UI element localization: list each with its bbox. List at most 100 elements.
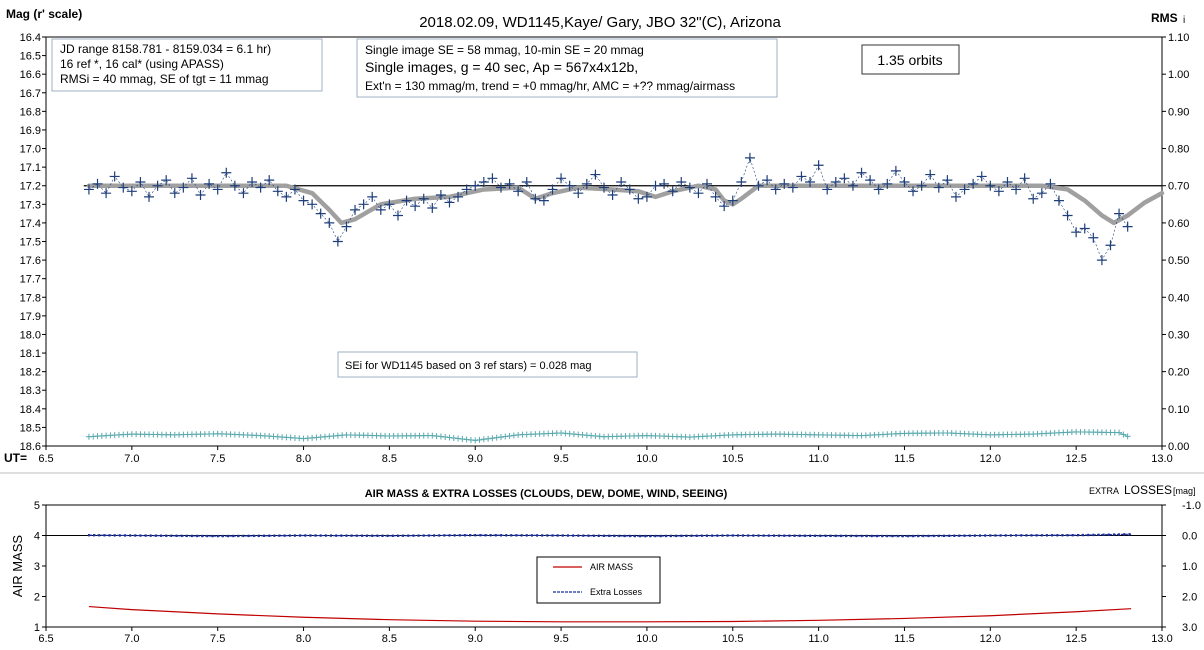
rms-point (485, 435, 492, 442)
bottom-x-tick-label: 10.5 (722, 633, 743, 645)
top-left-tick-label: 17.3 (20, 199, 41, 211)
extra-losses-marker (664, 534, 667, 538)
rms-point (497, 434, 504, 441)
extra-losses-marker (772, 534, 775, 537)
extra-losses-marker (170, 534, 173, 537)
magnitude-point (332, 236, 343, 247)
top-left-tick-label: 18.6 (20, 441, 41, 453)
extra-losses-marker (942, 534, 945, 538)
magnitude-point (1011, 184, 1022, 195)
top-x-axis-label: UT= (4, 451, 27, 465)
bottom-x-tick-label: 7.5 (210, 633, 225, 645)
extra-losses-marker (443, 534, 446, 537)
extra-losses-marker (123, 534, 126, 537)
extra-losses-marker (165, 534, 168, 537)
magnitude-point (719, 201, 730, 212)
magnitude-point (993, 186, 1004, 197)
annotation-jd-range: JD range 8158.781 - 8159.034 = 6.1 hr) 1… (51, 38, 323, 92)
magnitude-point (684, 182, 695, 193)
extra-losses-marker (973, 534, 976, 537)
extra-losses-marker (788, 534, 791, 537)
top-left-tick-label: 17.2 (20, 181, 41, 193)
extra-losses-marker (633, 534, 636, 538)
top-left-tick-label: 18.0 (20, 329, 41, 341)
extra-losses-marker (1004, 534, 1007, 537)
bottom-chart: AIR MASS & EXTRA LOSSES (CLOUDS, DEW, DO… (10, 483, 1201, 645)
extra-losses-marker (237, 534, 240, 538)
magnitude-point (367, 191, 378, 202)
magnitude-point (358, 199, 369, 210)
magnitude-point (968, 178, 979, 189)
extra-losses-marker (736, 534, 739, 537)
magnitude-point (324, 217, 335, 228)
magnitude-point (1028, 193, 1039, 204)
top-left-tick-label: 18.1 (20, 348, 41, 360)
top-left-tick-label: 17.0 (20, 144, 41, 156)
magnitude-point (1045, 178, 1056, 189)
magnitude-point (908, 186, 919, 197)
extra-losses-marker (870, 534, 873, 538)
rms-point (489, 435, 496, 442)
extra-losses-marker (716, 534, 719, 537)
extra-losses-marker (417, 534, 420, 537)
extra-losses-marker (603, 534, 605, 538)
extra-losses-marker (999, 534, 1002, 537)
extra-losses-marker (216, 534, 219, 538)
extra-losses-marker (520, 534, 523, 537)
extra-losses-marker (932, 534, 935, 538)
extra-losses-marker (917, 534, 920, 538)
extra-losses-marker (433, 534, 436, 537)
extra-losses-marker (160, 534, 163, 537)
magnitude-point (229, 180, 240, 191)
extra-losses-marker (108, 534, 111, 537)
magnitude-point (135, 177, 146, 188)
magnitude-point (83, 184, 94, 195)
extra-losses-marker (180, 534, 183, 538)
extra-losses-marker (706, 534, 709, 537)
magnitude-point (624, 184, 635, 195)
extra-losses-marker (484, 534, 487, 537)
extra-losses-marker (381, 534, 384, 537)
magnitude-point (976, 171, 987, 182)
extra-losses-marker (618, 534, 621, 538)
bottom-legend: AIR MASS Extra Losses (536, 556, 661, 604)
magnitude-point (590, 169, 601, 180)
bottom-x-tick-label: 8.5 (382, 633, 397, 645)
extra-losses-marker (597, 534, 600, 537)
bottom-right-tick-label: 2.0 (1182, 592, 1197, 604)
bottom-left-tick-label: 3 (34, 561, 40, 573)
top-left-tick-label: 16.5 (20, 51, 41, 63)
magnitude-point (212, 184, 223, 195)
extra-losses-marker (196, 534, 199, 538)
top-left-tick-label: 16.7 (20, 88, 41, 100)
extra-losses-marker (1015, 534, 1018, 537)
annotation-image-stats-line-1: Single image SE = 58 mmag, 10-min SE = 2… (365, 43, 644, 57)
magnitude-point (599, 182, 609, 193)
bottom-x-tick-label: 13.0 (1151, 633, 1172, 645)
magnitude-point (255, 182, 266, 193)
annotation-sei: SEi for WD1145 based on 3 ref stars) = 0… (337, 351, 638, 378)
extra-losses-marker (319, 534, 322, 537)
extra-losses-marker (695, 534, 698, 537)
rms-point (1116, 429, 1123, 436)
top-left-tick-label: 17.7 (20, 274, 41, 286)
bottom-right-tick-label: 3.0 (1182, 622, 1197, 634)
extra-losses-marker (185, 534, 188, 538)
annotation-jd-range-line-2: 16 ref *, 16 cal* (using APASS) (60, 57, 224, 71)
extra-losses-marker (1056, 534, 1059, 537)
extra-losses-marker (850, 534, 853, 538)
magnitude-point (221, 167, 232, 178)
legend-airmass-label: AIR MASS (590, 562, 633, 572)
extra-losses-marker (839, 534, 842, 538)
magnitude-point (453, 191, 464, 202)
top-left-tick-label: 16.9 (20, 125, 41, 137)
extra-losses-marker (834, 534, 837, 538)
top-left-tick-label: 17.5 (20, 237, 41, 249)
magnitude-point (547, 184, 558, 195)
rms-point (1120, 431, 1127, 438)
extra-losses-marker (474, 533, 477, 537)
extra-losses-marker (515, 534, 518, 537)
annotation-orbits-text: 1.35 orbits (877, 52, 942, 68)
extra-losses-marker (479, 534, 482, 537)
extra-losses-marker (644, 534, 647, 538)
